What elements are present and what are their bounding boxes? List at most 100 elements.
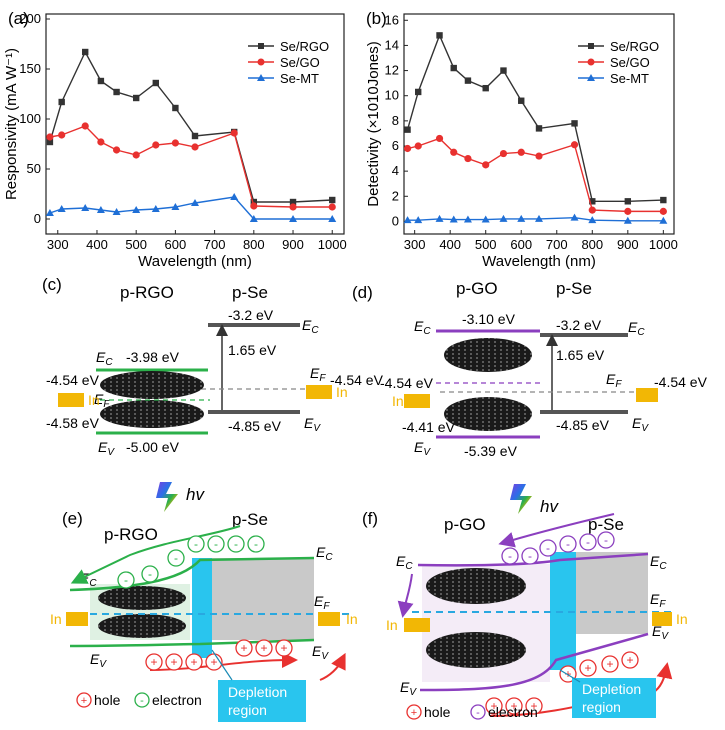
x-tick-label: 800 — [243, 237, 265, 252]
f-ev-label-right: EV — [652, 623, 669, 642]
data-point — [517, 148, 525, 156]
carrier-circle — [621, 651, 639, 669]
e-hole-exit-arrow — [319, 652, 346, 681]
c-left-indium — [58, 393, 84, 407]
c-right-title: p-Se — [232, 283, 268, 302]
c-right-indium — [306, 385, 332, 399]
carrier-sign: + — [510, 699, 517, 713]
carrier-circle — [539, 539, 557, 557]
e-rgo-flake-1 — [98, 586, 186, 610]
detectivity-chart: (b) 300 400 500 600 700 800 900 1000 0 2 4 6 8 10 12 14… — [365, 9, 678, 270]
e-left-title: p-RGO — [104, 525, 158, 544]
data-point — [191, 199, 199, 206]
legend-marker — [587, 74, 595, 81]
carrier-sign: + — [150, 655, 157, 669]
data-point — [435, 214, 444, 222]
d-go-flake-1 — [444, 338, 532, 372]
f-depletion-callout — [572, 678, 656, 718]
data-point — [500, 67, 507, 74]
data-point — [112, 208, 121, 215]
e-ev-label-left: EV — [90, 651, 107, 670]
data-point — [499, 214, 508, 222]
c-se-ev-label: EV — [304, 415, 321, 434]
data-point — [58, 98, 65, 106]
d-left-in-label: In — [392, 393, 404, 409]
data-point — [660, 196, 667, 204]
f-depletion-pointer — [559, 669, 581, 683]
carrier-circle — [579, 659, 597, 677]
e-ev-curve — [69, 638, 315, 648]
carrier-circle — [165, 653, 183, 671]
d-right-indium — [636, 388, 658, 402]
f-ec-label-right: EC — [650, 553, 667, 572]
y-tick-label: 16 — [385, 12, 399, 27]
c-se-ef-label: EF — [310, 365, 326, 384]
e-legend-electron-sign: - — [140, 695, 144, 707]
d-right-title: p-Se — [556, 279, 592, 298]
d-go-ec-label: EC — [414, 318, 431, 337]
e-ec-curve — [69, 556, 315, 592]
e-right-in-label: In — [346, 611, 358, 627]
data-point — [499, 149, 508, 158]
e-legend-electron-label: electron — [152, 692, 202, 708]
e-depletion-line2: region — [228, 702, 267, 718]
c-rgo-ef-shift-value: -4.58 eV — [46, 415, 100, 431]
data-point — [328, 203, 336, 211]
carrier-circle — [505, 697, 523, 715]
e-hole-markers: + + + + + + + — [145, 639, 293, 671]
e-legend-hole-sign: + — [81, 695, 87, 707]
data-point — [329, 196, 336, 204]
d-se-ev-label: EV — [632, 415, 649, 434]
legend-marker — [257, 58, 265, 66]
x-tick-label: 600 — [165, 237, 187, 252]
carrier-circle — [227, 535, 245, 553]
data-point — [570, 141, 579, 149]
d-left-indium — [404, 394, 430, 408]
data-point — [230, 129, 238, 137]
f-legend-hole-icon — [406, 704, 422, 720]
c-rgo-ec-label: EC — [96, 349, 113, 368]
e-rgo-flake-2 — [98, 614, 186, 638]
d-go-ef-left-value: -4.54 eV — [380, 375, 434, 391]
carrier-circle — [521, 547, 539, 565]
f-right-in-label: In — [676, 611, 688, 627]
d-se-ev-value: -4.85 eV — [556, 417, 610, 433]
data-point — [464, 154, 472, 163]
f-right-title: p-Se — [588, 515, 624, 534]
f-lightning-icon — [510, 484, 532, 514]
data-point — [414, 142, 422, 150]
data-point — [571, 120, 578, 127]
d-go-ev-value: -5.39 eV — [464, 443, 518, 459]
f-electron-exit-arrow — [397, 573, 414, 618]
data-point — [517, 214, 526, 222]
carrier-sign: - — [566, 537, 570, 551]
legend-label: Se/RGO — [280, 39, 329, 54]
legend-label: Se-MT — [610, 71, 649, 86]
series-line-se-go — [49, 125, 333, 208]
e-hv-label: hv — [186, 485, 205, 504]
panel-label-f: (f) — [362, 509, 378, 528]
data-point — [535, 214, 543, 222]
data-point — [570, 213, 579, 221]
f-electron-path — [498, 513, 615, 548]
e-depletion-pointer — [211, 649, 233, 681]
carrier-circle — [117, 571, 135, 589]
e-right-indium — [318, 612, 340, 626]
data-point — [450, 64, 457, 72]
legend-label: Se-MT — [280, 71, 319, 86]
band-diagram-d: (d) p-GO p-Se -3.2 eV 1.65 eV -4.85 eV E… — [352, 279, 708, 459]
data-point — [535, 152, 543, 160]
data-point — [623, 216, 632, 224]
legend-marker — [258, 43, 264, 49]
carrier-circle — [185, 653, 203, 671]
data-point — [249, 215, 258, 222]
carrier-circle — [247, 535, 265, 553]
c-rgo-ev-value: -5.00 eV — [126, 439, 180, 455]
y-tick-label: 150 — [19, 61, 41, 76]
e-ev-label-right: EV — [312, 643, 329, 662]
panel-label-c: (c) — [42, 275, 62, 294]
plot-frame — [403, 13, 675, 235]
carrier-sign: - — [234, 537, 238, 551]
band-diagram-c: (c) p-RGO p-Se -3.2 eV 1.65 eV -4.85 eV … — [42, 275, 384, 458]
